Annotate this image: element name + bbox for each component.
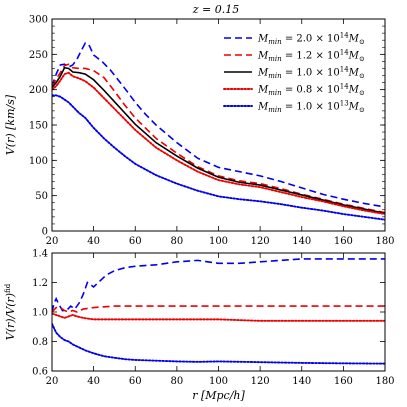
y-tick-label: 0.6 [32,367,48,378]
x-tick-label: 160 [334,376,353,387]
bottom-panel-ylabel: V(r)/V(r)fid [4,283,17,340]
x-tick-label: 40 [87,236,100,247]
x-tick-label: 180 [375,376,394,387]
x-tick-label: 20 [46,376,59,387]
bottom-panel-series-2 [52,312,385,322]
top-panel: 20 40 60 80 100 120 140 160 180 0 50 100 150 200 250 30… [4,15,395,248]
y-tick-label: 0 [42,227,48,238]
x-tick-label: 140 [292,376,311,387]
x-tick-label: 20 [46,236,59,247]
bottom-panel-xlabel: r [Mpc/h] [192,389,245,402]
bottom-panel-frame [51,252,386,372]
top-panel-series-2 [52,66,385,215]
top-panel-series-3 [52,71,385,215]
x-tick-label: 80 [171,236,184,247]
top-panel-series-4 [52,94,385,221]
x-tick-label: 180 [375,236,394,247]
bottom-panel-series-1 [52,305,385,313]
bottom-panel-series-3 [52,322,385,365]
y-tick-label: 200 [29,85,48,96]
y-tick-label: 250 [29,50,48,61]
bottom-panel: 20 40 60 80 100 120 140 160 180 0.6 0.8 1.0 1.2 1.4 V(… [4,249,395,403]
y-tick-label: 1.4 [32,249,48,260]
legend-label: Mmin = 0.8 × 1014M⊙ [257,83,365,98]
legend-label: Mmin = 1.0 × 1014M⊙ [257,66,365,81]
x-tick-label: 80 [171,376,184,387]
top-panel-series-1 [52,63,385,214]
top-panel-ylabel: V(r) [km/s] [4,94,17,155]
x-tick-label: 120 [251,236,270,247]
y-tick-label: 150 [29,121,48,132]
legend-label: Mmin = 1.2 × 1014M⊙ [257,49,365,64]
x-tick-label: 100 [209,376,228,387]
legend-label: Mmin = 1.0 × 1013M⊙ [257,100,365,115]
y-tick-label: 0.8 [32,337,48,348]
x-tick-label: 60 [129,376,142,387]
x-tick-label: 60 [129,236,142,247]
y-tick-label: 1.2 [32,278,48,289]
legend-label: Mmin = 2.0 × 1014M⊙ [257,32,365,47]
y-tick-label: 1.0 [32,308,48,319]
x-tick-label: 120 [251,376,270,387]
y-tick-label: 50 [35,191,48,202]
x-tick-label: 100 [209,236,228,247]
x-tick-label: 160 [334,236,353,247]
bottom-panel-series-0 [52,258,385,313]
x-tick-label: 40 [87,376,100,387]
top-panel-series-0 [52,41,385,208]
y-tick-label: 100 [29,156,48,167]
chart-title: z = 0.15 [192,3,240,16]
y-tick-label: 300 [29,15,48,26]
x-tick-label: 140 [292,236,311,247]
